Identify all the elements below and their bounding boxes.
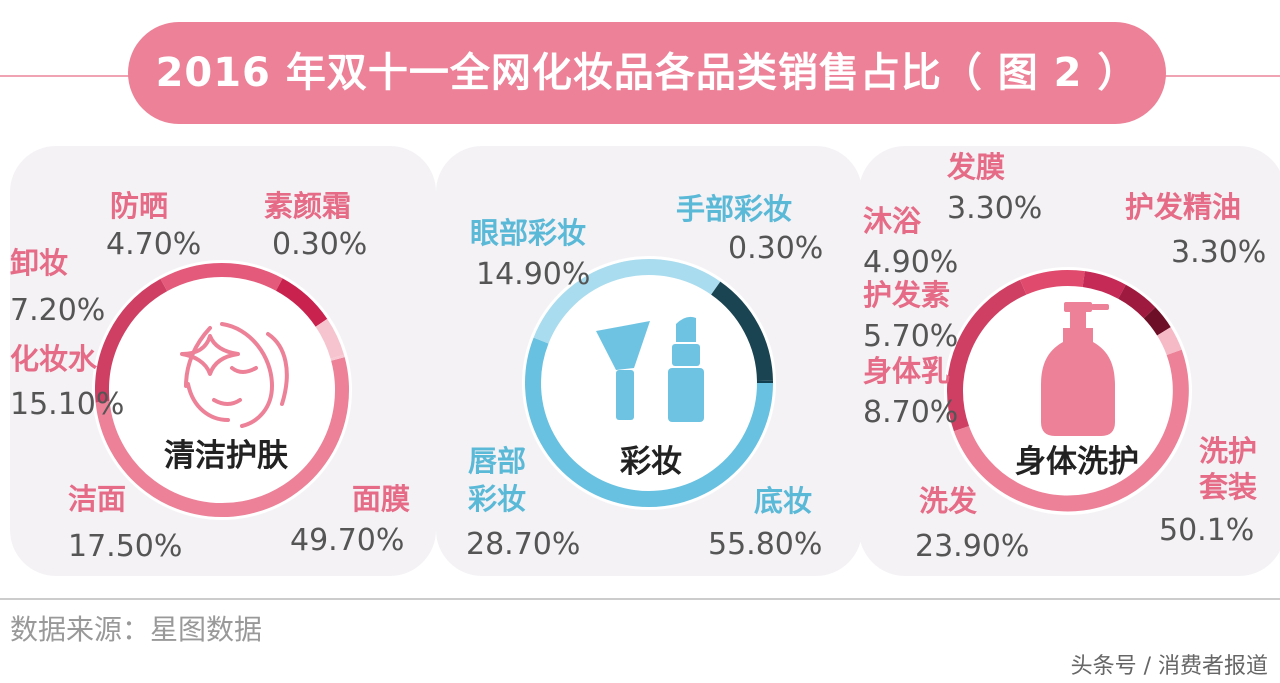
donut-slice-5 [1143, 307, 1171, 336]
slice-value-base: 55.80% [708, 527, 823, 562]
chart-title: 2016 年双十一全网化妆品各品类销售占比（ 图 2 ） [128, 22, 1166, 124]
slice-value-muyu: 4.90% [863, 245, 959, 280]
donut-slice-2 [1020, 270, 1085, 295]
donut-slice-3 [1082, 271, 1126, 299]
slice-label-mianmo: 面膜 [352, 482, 411, 516]
body-wash-bottle-icon [1041, 302, 1115, 436]
slice-value-xiezhuang: 7.20% [10, 293, 106, 328]
slice-label-xihutaozhuang-line1: 洗护 [1199, 434, 1258, 468]
donut-center-label: 身体洗护 [1015, 444, 1139, 480]
slice-label-suyanshuang: 素颜霜 [264, 189, 352, 223]
slice-label-hand: 手部彩妆 [676, 192, 793, 226]
slice-label-fangshai: 防晒 [110, 189, 169, 223]
panel-skincare: 清洁护肤 防晒 4.70% 素颜霜 0.30% 卸妆 7.20% 化妆水 15.… [10, 146, 436, 576]
slice-value-xihutaozhuang: 50.1% [1159, 513, 1255, 548]
donut-slice-3 [275, 278, 328, 327]
slice-value-mianmo: 49.70% [290, 523, 405, 558]
donut-slice-2 [160, 263, 283, 292]
donut-slice-1 [533, 259, 721, 344]
donut-background [92, 260, 352, 520]
slice-value-huazhuangshui: 15.10% [10, 387, 125, 422]
slice-value-hufajingyou: 3.30% [1171, 235, 1267, 270]
slice-value-lip: 28.70% [466, 527, 581, 562]
donut-slice-4 [315, 318, 344, 359]
slice-label-jiemian: 洁面 [68, 482, 127, 516]
slice-label-lip-line1: 唇部 [468, 444, 527, 478]
brush-lipstick-icon [596, 316, 704, 422]
slice-label-eye: 眼部彩妆 [470, 216, 587, 250]
face-icon [180, 322, 289, 428]
slice-label-xiezhuang: 卸妆 [10, 246, 69, 280]
donut-slice-1 [95, 278, 168, 403]
donut-center-label: 彩妆 [620, 444, 682, 480]
slice-label-xifa: 洗发 [919, 484, 978, 518]
source-note: 数据来源：星图数据 [10, 613, 263, 646]
slice-label-hufasu: 护发素 [863, 278, 951, 312]
donut-slice-6 [1157, 327, 1182, 356]
slice-value-suyanshuang: 0.30% [272, 227, 368, 262]
skincare-donut [92, 260, 352, 520]
slice-label-hufajingyou: 护发精油 [1125, 190, 1242, 224]
donut-slice-0 [953, 349, 1189, 512]
makeup-donut [522, 256, 776, 510]
slice-value-eye: 14.90% [476, 257, 591, 292]
donut-background [522, 256, 776, 510]
donut-slice-5 [330, 354, 345, 361]
slice-label-base: 底妆 [754, 484, 813, 518]
slice-label-muyu: 沐浴 [863, 204, 922, 238]
slice-label-famo: 发膜 [947, 150, 1006, 184]
slice-value-fangshai: 4.70% [106, 227, 202, 262]
slice-value-xifa: 23.90% [915, 529, 1030, 564]
donut-slice-0 [95, 357, 349, 517]
panel-bodycare: 身体洗护 发膜 3.30% 护发精油 3.30% 沐浴 4.90% 护发素 5.… [859, 146, 1280, 576]
donut-slice-0 [525, 337, 773, 507]
panel-makeup: 彩妆 眼部彩妆 14.90% 手部彩妆 0.30% 唇部 彩妆 28.70% 底… [436, 146, 862, 576]
donut-slice-1 [947, 279, 1027, 432]
watermark: 头条号 / 消费者报道 [1070, 654, 1268, 679]
donut-center-label: 清洁护肤 [164, 438, 288, 474]
slice-value-hufasu: 5.70% [863, 319, 959, 354]
slice-value-hand: 0.30% [728, 231, 824, 266]
footer-rule [0, 598, 1280, 600]
slice-label-lip-line2: 彩妆 [468, 482, 527, 516]
slice-label-huazhuangshui: 化妆水 [10, 342, 98, 376]
slice-value-famo: 3.30% [947, 191, 1043, 226]
slice-label-shentiru: 身体乳 [863, 354, 951, 388]
slice-value-jiemian: 17.50% [68, 529, 183, 564]
slice-value-shentiru: 8.70% [863, 395, 959, 430]
donut-slice-4 [1117, 284, 1156, 319]
donut-slice-2 [710, 281, 773, 382]
slice-label-xihutaozhuang-line2: 套装 [1199, 470, 1258, 504]
